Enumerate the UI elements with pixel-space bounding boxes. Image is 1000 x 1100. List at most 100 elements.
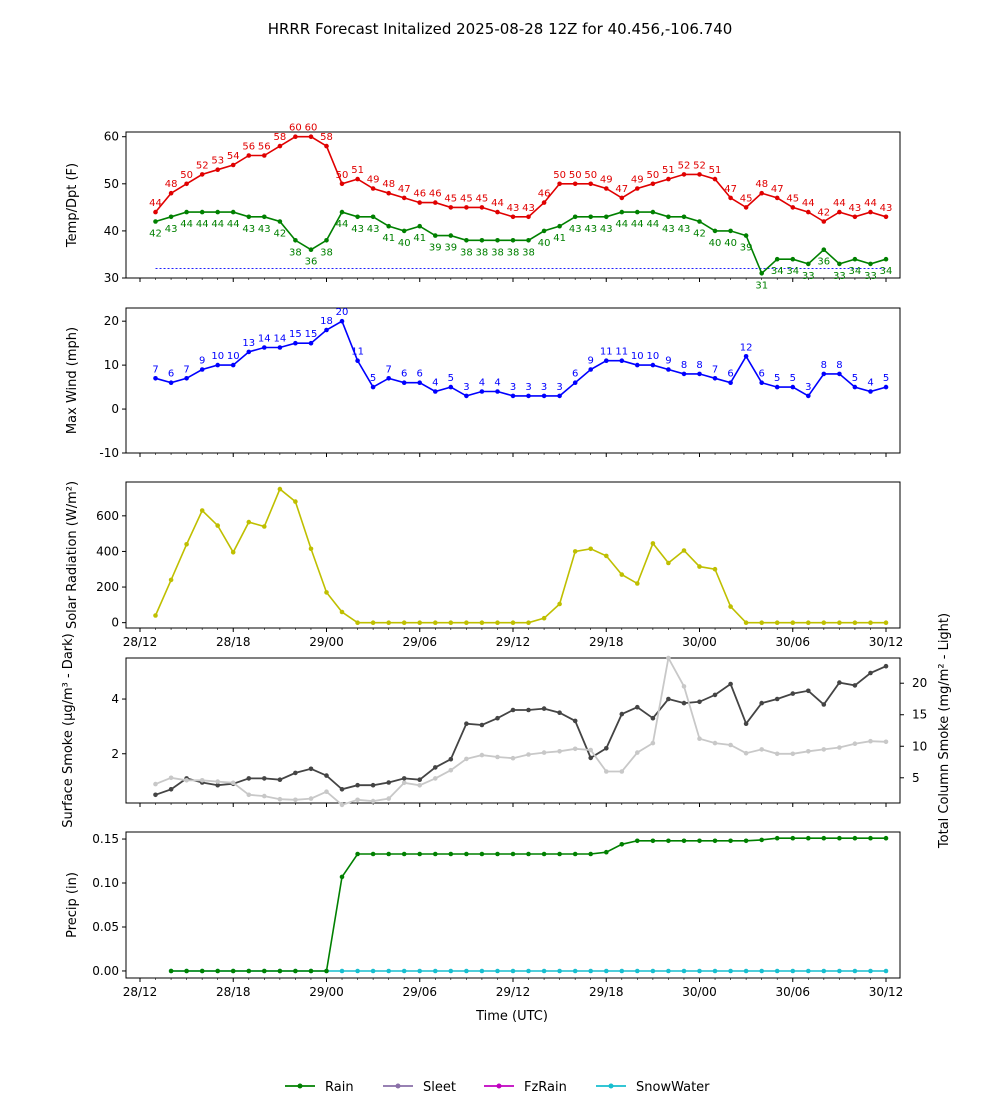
dewpoint-point <box>433 233 438 238</box>
smoke_light-point <box>759 747 764 752</box>
wind-data-label: 8 <box>836 360 842 371</box>
rain-point <box>650 838 656 844</box>
smoke_dark-point <box>852 683 858 688</box>
smoke_light-point <box>526 752 531 757</box>
dewpoint-point <box>386 223 392 229</box>
snowwater-point <box>339 968 345 974</box>
temp-line <box>154 135 887 223</box>
smoke_dark-point <box>277 777 283 782</box>
dewpoint-point <box>572 214 578 220</box>
temp-point <box>868 209 873 215</box>
snowwater-point <box>464 968 469 974</box>
dewpoint-data-label: 41 <box>382 233 395 244</box>
dewpoint-data-label: 44 <box>196 219 209 230</box>
snowwater-point <box>712 968 718 974</box>
smoke_dark-point <box>510 707 516 713</box>
y-tick-label: 4 <box>111 692 119 706</box>
legend-item-fzrain: FzRain <box>484 1080 567 1095</box>
smoke_dark-point <box>355 782 360 788</box>
smoke_dark-point <box>697 699 702 705</box>
solar-point <box>339 609 345 615</box>
rain-point <box>728 838 733 844</box>
wind-point <box>635 362 640 368</box>
dewpoint-data-label: 44 <box>647 219 660 230</box>
temp-point <box>386 190 392 196</box>
wind-point <box>184 376 189 381</box>
legend-label: FzRain <box>524 1080 567 1095</box>
rain-point <box>433 851 438 857</box>
temp-point <box>728 195 733 201</box>
smoke_light-point <box>806 749 811 754</box>
temp-point <box>604 186 609 191</box>
wind-point <box>293 340 298 346</box>
smoke_light-point <box>215 779 220 784</box>
smoke_dark-point <box>168 787 174 792</box>
legend-item-sleet: Sleet <box>383 1080 456 1095</box>
snowwater-point <box>681 968 687 974</box>
dewpoint-data-label: 43 <box>678 224 691 235</box>
y-tick-label: 400 <box>96 544 119 558</box>
dewpoint-point <box>557 223 562 229</box>
rain-point <box>697 838 702 844</box>
smoke_dark-point <box>448 756 454 762</box>
dewpoint-data-label: 40 <box>398 238 411 249</box>
temp-data-label: 44 <box>833 198 846 209</box>
x-tick-label: 29/18 <box>589 635 624 649</box>
temp-point <box>199 172 205 177</box>
temp-data-label: 51 <box>709 165 722 176</box>
rain-point <box>510 851 516 857</box>
solar-point <box>712 566 718 572</box>
dewpoint-point <box>666 214 671 220</box>
smoke_dark-point <box>324 773 329 778</box>
rain-point <box>759 837 764 843</box>
rain-point <box>246 968 252 974</box>
snowwater-point <box>557 968 562 974</box>
temp-point <box>790 205 796 210</box>
smoke_dark-point <box>837 680 842 685</box>
smoke_dark-point <box>666 696 671 702</box>
smoke_dark-point <box>743 721 749 726</box>
plot-frame <box>125 481 901 629</box>
dewpoint-data-label: 38 <box>507 247 520 258</box>
temp-point <box>308 134 314 139</box>
solar-point <box>370 620 376 625</box>
wind-point <box>308 340 314 346</box>
smoke_light-point <box>790 751 796 757</box>
wind-point <box>215 362 220 368</box>
temp-point <box>883 214 889 220</box>
snowwater-point <box>433 968 438 974</box>
temp-point <box>401 195 407 201</box>
solar-point <box>417 620 423 625</box>
dewpoint-data-label: 40 <box>709 238 722 249</box>
panel-5: 28/12 28/18 29/00 29/06 29/12 29/18 30/00 30/06… <box>65 831 903 999</box>
temp-data-label: 45 <box>460 193 473 204</box>
rain-point <box>184 968 189 974</box>
x-tick-label: 29/12 <box>496 635 531 649</box>
legend-label: Sleet <box>423 1080 456 1095</box>
wind-point <box>479 389 485 394</box>
smoke_dark-point <box>821 702 827 707</box>
dewpoint-point <box>464 238 469 243</box>
temp-data-label: 47 <box>724 184 737 195</box>
dewpoint-point <box>728 228 733 234</box>
wind-point <box>464 393 469 399</box>
y-tick-label: 20 <box>104 314 119 328</box>
smoke_light-point <box>868 738 873 744</box>
wind-data-label: 3 <box>525 382 531 393</box>
rain-point <box>448 851 454 857</box>
solar-point <box>619 572 625 577</box>
smoke_dark-point <box>370 782 376 788</box>
temp-data-label: 49 <box>367 175 380 186</box>
solar-point <box>604 553 609 559</box>
rain-point <box>774 835 780 841</box>
x-tick-label: 30/06 <box>775 985 810 999</box>
wind-data-label: 8 <box>681 360 687 371</box>
smoke_dark-point <box>588 755 593 761</box>
legend-item-snowwater: SnowWater <box>596 1080 710 1095</box>
y-tick-label: 50 <box>104 177 119 191</box>
temp-data-label: 50 <box>553 170 566 181</box>
dewpoint-data-label: 44 <box>631 219 644 230</box>
smoke_light-point <box>541 750 547 755</box>
rain-point <box>712 838 718 844</box>
wind-point <box>790 384 796 390</box>
